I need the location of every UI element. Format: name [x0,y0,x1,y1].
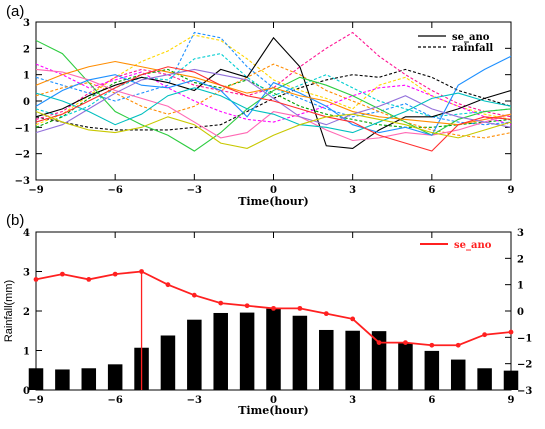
y2-tick-label: −1 [517,333,532,344]
y-tick-label: 4 [23,228,30,239]
y-tick-label: −1 [15,123,30,134]
se-ano-point [191,292,197,298]
x-tick-label: 9 [508,395,515,406]
rainfall-bar [371,331,387,390]
y-tick-label: 3 [23,268,30,279]
x-tick-label: 3 [349,185,356,196]
y2-tick-label: 3 [517,228,524,239]
se-ano-point [429,342,435,348]
rainfall-bar [450,359,466,390]
se-ano-point [139,269,144,274]
panel-b-se-ano-line [33,269,514,390]
x-tick-label: 6 [428,395,435,406]
panel-b-x-axis-label: Time(hour) [238,404,309,417]
legend-label-rainfall: rainfall [452,43,493,54]
x-tick-label: 9 [508,185,515,196]
panel-b-label: (b) [6,212,24,229]
se-ano-series-line-5 [35,68,512,134]
se-ano-series-line-8 [35,111,512,149]
panel-a-x-axis-label: Time(hour) [238,195,309,208]
rainfall-series-line-2 [35,31,512,120]
y2-tick-label: 0 [517,307,524,318]
se-ano-point [297,305,303,311]
rainfall-bar [187,319,202,390]
se-ano-series-line-3 [35,55,512,136]
y-tick-label: 1 [23,71,30,82]
se-ano-point [86,277,92,282]
se-ano-point [59,271,65,277]
panel-b-legend: se_ano [420,240,492,251]
rainfall-bar [477,368,492,390]
se-ano-point [323,311,329,317]
rainfall-bar [55,369,70,390]
panel-b-bar-line-chart: (b) −9 −6 −3 0 3 6 9 0 1 2 3 4 −3 −2 −1 0 1 2 3 se_ano Tim… [3,212,532,417]
rainfall-series-line-4 [35,68,512,128]
se-ano-point [33,277,39,282]
legend-label-se-ano: se_ano [454,240,492,251]
x-tick-label: 6 [428,185,435,196]
rainfall-bar [292,315,308,390]
panel-a-ticks: −9 −6 −3 0 3 6 9 −3 −2 −1 0 1 2 3 [15,18,515,196]
se-ano-point [271,305,276,311]
se-ano-series-line-6 [35,87,512,134]
se-ano-point [112,271,118,277]
x-tick-label: 0 [270,185,277,196]
panel-a-label: (a) [6,3,24,20]
rainfall-bar [266,308,281,390]
rainfall-bar [424,350,440,390]
rainfall-bar [398,342,413,390]
rainfall-bar [239,312,255,390]
y-tick-label: 0 [23,386,30,397]
se-ano-point [376,340,382,345]
y2-tick-label: 2 [517,254,524,265]
y-tick-label: −2 [15,150,30,161]
rainfall-bar [160,335,176,390]
panel-b-ticks: −9 −6 −3 0 3 6 9 0 1 2 3 4 −3 −2 −1 0 1 2 3 [23,228,532,406]
x-tick-label: −9 [28,395,43,406]
x-tick-label: 0 [270,395,277,406]
rainfall-bar [28,368,44,390]
y-tick-label: 1 [23,347,30,358]
y-tick-label: 2 [23,307,30,318]
y-tick-label: 0 [23,97,30,108]
se-ano-point [165,282,171,288]
y-tick-label: 3 [23,18,30,29]
rainfall-bar [213,312,228,390]
panel-b-rainfall-bars [28,308,519,390]
se-ano-series-line-7 [35,66,512,152]
rainfall-bar [319,329,334,390]
se-ano-point [482,332,488,338]
x-tick-label: −3 [187,395,202,406]
panel-a-series-lines [35,31,512,152]
x-tick-label: −6 [107,185,122,196]
y2-tick-label: 1 [517,281,524,292]
y-tick-label: −3 [15,176,30,187]
x-tick-label: −9 [28,185,43,196]
se-ano-point [244,303,250,309]
x-tick-label: −3 [187,185,202,196]
rainfall-series-line-6 [35,63,512,126]
se-ano-series-line-4 [35,60,512,126]
rainfall-bar [81,368,97,390]
rainfall-bar [503,370,519,390]
rainfall-bar [345,330,360,390]
se-ano-point [350,316,356,322]
se-ano-point [455,342,461,348]
se-ano-point [508,329,514,335]
x-tick-label: −6 [107,395,122,406]
panel-b-y-axis-label: Rainfall(mm) [3,280,15,342]
y2-tick-label: −3 [517,386,532,397]
se-ano-point [403,340,408,345]
y2-tick-label: −2 [517,360,532,371]
se-ano-point [218,300,224,306]
x-tick-label: 3 [349,395,356,406]
rainfall-bar [107,364,123,390]
y-tick-label: 2 [23,44,30,55]
se-ano-series-line-0 [35,36,512,149]
legend-label-se_ano: se_ano [452,32,490,43]
